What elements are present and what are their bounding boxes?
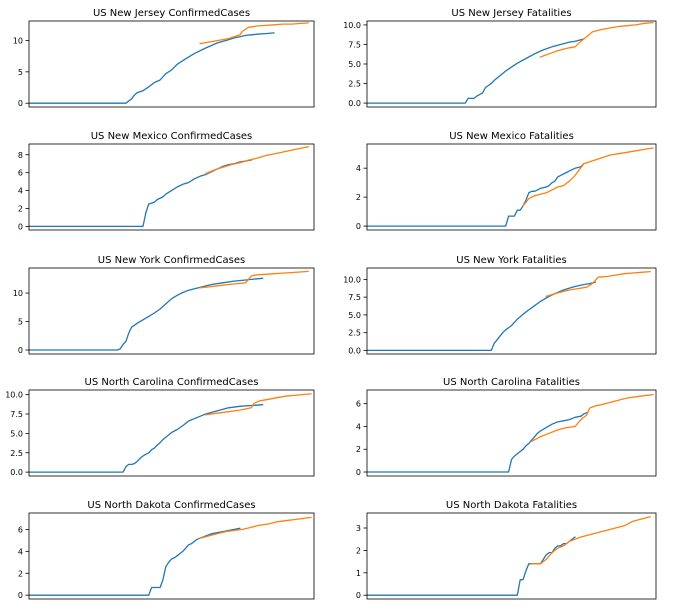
y-tick-label: 10 (13, 289, 23, 298)
y-tick-label: 6 (18, 169, 23, 178)
y-tick-label: 0.0 (348, 99, 361, 108)
chart-title: US New York ConfirmedCases (98, 255, 245, 266)
actual-series-line (28, 277, 264, 351)
y-tick-label: 0 (18, 591, 23, 600)
predicted-series-line (539, 21, 654, 58)
predicted-series-line (531, 393, 654, 442)
actual-series-line (28, 527, 241, 596)
subplot-9: US North Dakota ConfirmedCases 0 2 4 6 (18, 500, 315, 600)
plot-frame (366, 20, 657, 108)
predicted-series-line (199, 516, 312, 539)
y-tick-label: 4 (356, 422, 361, 431)
subplot-2: US New Jersey Fatalities 0.0 2.5 5.0 7.5 10.0 (343, 8, 657, 108)
y-tick-label: 5.0 (348, 60, 361, 69)
chart-title: US New Mexico ConfirmedCases (91, 131, 253, 142)
y-tick-label: 5.0 (348, 311, 361, 320)
y-tick-label: 8 (18, 151, 23, 160)
y-tick-label: 0.0 (348, 346, 361, 355)
y-tick-label: 5 (18, 318, 23, 327)
y-tick-label: 6 (356, 400, 361, 409)
predicted-series-line (205, 393, 312, 416)
y-tick-label: 10.0 (343, 275, 361, 284)
subplot-3: US New Mexico ConfirmedCases 0 2 4 6 8 (18, 131, 315, 231)
y-tick-label: 4 (356, 164, 361, 173)
predicted-series-line (531, 516, 651, 565)
y-tick-label: 10.0 (5, 391, 23, 400)
actual-series-line (28, 159, 252, 228)
chart-title: US North Carolina Fatalities (443, 377, 580, 388)
plot-frame (28, 143, 315, 231)
predicted-series-line (199, 22, 309, 45)
y-tick-label: 0 (18, 99, 23, 108)
y-tick-label: 2.5 (10, 449, 23, 458)
plot-frame (366, 389, 657, 477)
y-tick-label: 2 (18, 569, 23, 578)
y-tick-label: 0 (18, 346, 23, 355)
plot-frame (28, 267, 315, 355)
y-tick-label: 2 (356, 445, 361, 454)
y-tick-label: 5 (18, 68, 23, 77)
subplot-1: US New Jersey ConfirmedCases 0 5 10 (13, 8, 315, 108)
plot-frame (28, 20, 315, 108)
y-tick-label: 2 (356, 193, 361, 202)
actual-series-line (366, 38, 585, 104)
plot-frame (366, 267, 657, 355)
subplot-7: US North Carolina ConfirmedCases 0.0 2.5 5.… (5, 377, 315, 477)
y-tick-label: 1 (356, 569, 361, 578)
plot-frame (28, 389, 315, 477)
y-tick-label: 6 (18, 525, 23, 534)
y-tick-label: 7.5 (10, 410, 23, 419)
y-tick-label: 0 (356, 222, 361, 231)
chart-title: US North Dakota ConfirmedCases (87, 500, 255, 511)
subplot-5: US New York ConfirmedCases 0 5 10 (13, 255, 315, 355)
subplot-8: US North Carolina Fatalities 0 2 4 6 (356, 377, 657, 477)
plot-frame (366, 143, 657, 231)
y-tick-label: 0.0 (10, 468, 23, 477)
predicted-series-line (545, 270, 651, 298)
plot-frame (28, 512, 315, 600)
actual-series-line (28, 32, 275, 104)
actual-series-line (366, 163, 585, 227)
chart-title: US New Jersey ConfirmedCases (93, 8, 250, 19)
chart-title: US New Mexico Fatalities (449, 131, 574, 142)
plot-frame (366, 512, 657, 600)
y-tick-label: 0 (356, 468, 361, 477)
y-tick-label: 4 (18, 547, 23, 556)
y-tick-label: 2.5 (348, 329, 361, 338)
actual-series-line (28, 404, 264, 473)
subplot-4: US New Mexico Fatalities 0 2 4 (356, 131, 657, 231)
actual-series-line (366, 281, 596, 352)
y-tick-label: 2 (356, 546, 361, 555)
y-tick-label: 10 (13, 36, 23, 45)
y-tick-label: 0 (356, 591, 361, 600)
y-tick-label: 2.5 (348, 80, 361, 89)
y-tick-label: 7.5 (348, 293, 361, 302)
chart-title: US New Jersey Fatalities (451, 8, 571, 19)
subplot-6: US New York Fatalities 0.0 2.5 5.0 7.5 10.0 (343, 255, 657, 355)
chart-title: US New York Fatalities (456, 255, 566, 266)
predicted-series-line (205, 146, 309, 175)
y-tick-label: 4 (18, 187, 23, 196)
predicted-series-line (522, 147, 654, 207)
predicted-series-line (199, 270, 309, 289)
y-tick-label: 3 (356, 524, 361, 533)
subplot-10: US North Dakota Fatalities 0 1 2 3 (356, 500, 657, 600)
y-tick-label: 2 (18, 205, 23, 214)
y-tick-label: 5.0 (10, 429, 23, 438)
y-tick-label: 7.5 (348, 40, 361, 49)
chart-title: US North Dakota Fatalities (446, 500, 577, 511)
actual-series-line (366, 536, 576, 596)
y-tick-label: 10.0 (343, 21, 361, 30)
chart-title: US North Carolina ConfirmedCases (85, 377, 259, 388)
actual-series-line (366, 412, 588, 473)
y-tick-label: 0 (18, 222, 23, 231)
